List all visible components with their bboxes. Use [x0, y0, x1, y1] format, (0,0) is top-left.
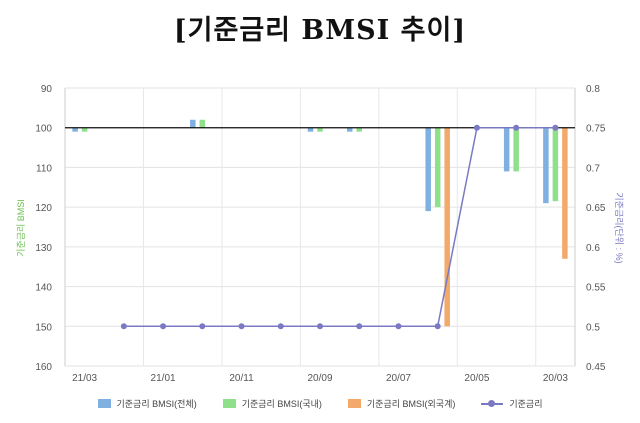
x-tick-label: 21/01 [151, 373, 176, 384]
bar-20-12-0 [190, 119, 196, 128]
left-tick-label: 150 [35, 322, 52, 333]
bar-20-09-0 [307, 127, 314, 132]
right-axis-title: 기준금리(단위 : %) [614, 192, 624, 263]
right-tick-label: 0.7 [586, 163, 600, 174]
legend-item[interactable]: 기준금리 BMSI(외국계) [347, 397, 456, 410]
right-tick-label: 0.75 [586, 124, 606, 135]
rate-point [160, 323, 167, 330]
rate-point [395, 323, 402, 330]
right-axis: 0.8 0.75 0.7 0.65 0.6 0.55 0.5 0.45 [586, 84, 606, 373]
chart-title: [기준금리 BMSI 추이] [173, 15, 467, 46]
legend-item[interactable]: 기준금리 BMSI(전체) [97, 397, 197, 410]
left-tick-label: 120 [35, 203, 52, 214]
bar-20-08-0 [346, 127, 353, 132]
bar-20-06-0 [425, 127, 431, 212]
legend-label: 기준금리 BMSI(외국계) [366, 399, 456, 409]
rate-point [434, 323, 441, 330]
bar-20-04-0 [503, 127, 510, 172]
right-tick-label: 0.55 [586, 283, 606, 294]
right-tick-label: 0.5 [586, 322, 600, 333]
legend: 기준금리 BMSI(전체) 기준금리 BMSI(국내) 기준금리 BMSI(외국계)… [0, 397, 640, 410]
left-tick-label: 130 [35, 243, 52, 254]
left-tick-label: 110 [36, 163, 52, 174]
legend-label: 기준금리 BMSI(전체) [116, 399, 197, 409]
bar-20-04-1 [513, 127, 519, 172]
bar-20-03-1 [552, 127, 559, 202]
rate-point [356, 323, 363, 330]
bar-21-03-0 [72, 127, 78, 132]
x-tick-label: 20/09 [307, 373, 332, 384]
rate-point [513, 124, 520, 131]
left-axis: 90 100 110 120 130 140 150 160 [35, 84, 52, 373]
rate-point [473, 124, 480, 131]
left-tick-label: 100 [35, 124, 52, 135]
rate-line [123, 126, 556, 328]
left-tick-label: 160 [35, 362, 52, 373]
bar-20-12-1 [199, 119, 206, 128]
right-tick-label: 0.45 [586, 362, 606, 373]
rate-point [238, 323, 245, 330]
bar-20-09-1 [317, 127, 323, 132]
right-tick-label: 0.8 [586, 84, 600, 95]
x-tick-label: 20/03 [543, 373, 568, 384]
legend-swatch [347, 399, 361, 408]
rate-point [277, 323, 284, 330]
x-tick-label: 20/05 [464, 373, 489, 384]
bar-21-03-1 [81, 127, 88, 132]
left-tick-label: 90 [41, 84, 53, 95]
left-axis-title: 기준금리 BMSI [16, 199, 26, 257]
legend-item[interactable]: 기준금리 BMSI(국내) [222, 397, 322, 410]
x-tick-label: 20/11 [229, 373, 254, 384]
line-series [120, 124, 559, 330]
legend-label: 기준금리 BMSI(국내) [241, 399, 322, 409]
x-axis: 21/03 21/01 20/11 20/09 20/07 20/05 20/03 [72, 373, 568, 384]
x-tick-label: 20/07 [386, 373, 411, 384]
rate-point [317, 323, 323, 330]
bar-20-06-1 [434, 127, 441, 208]
bar-20-08-1 [356, 127, 362, 132]
legend-swatch [222, 399, 236, 408]
rate-point [199, 323, 206, 330]
right-tick-label: 0.65 [586, 203, 606, 214]
legend-swatch [481, 399, 504, 408]
rate-point [120, 323, 127, 330]
right-tick-label: 0.6 [586, 243, 600, 254]
rate-point [552, 124, 559, 131]
legend-swatch [97, 399, 111, 408]
legend-label: 기준금리 [509, 399, 543, 409]
x-tick-label: 21/03 [72, 373, 97, 384]
bar-20-06-2 [444, 127, 450, 327]
bar-20-03-2 [562, 127, 568, 259]
bar-20-03-0 [543, 127, 549, 204]
left-tick-label: 140 [35, 283, 52, 294]
legend-item[interactable]: 기준금리 [481, 397, 542, 410]
bar-series [65, 119, 575, 327]
